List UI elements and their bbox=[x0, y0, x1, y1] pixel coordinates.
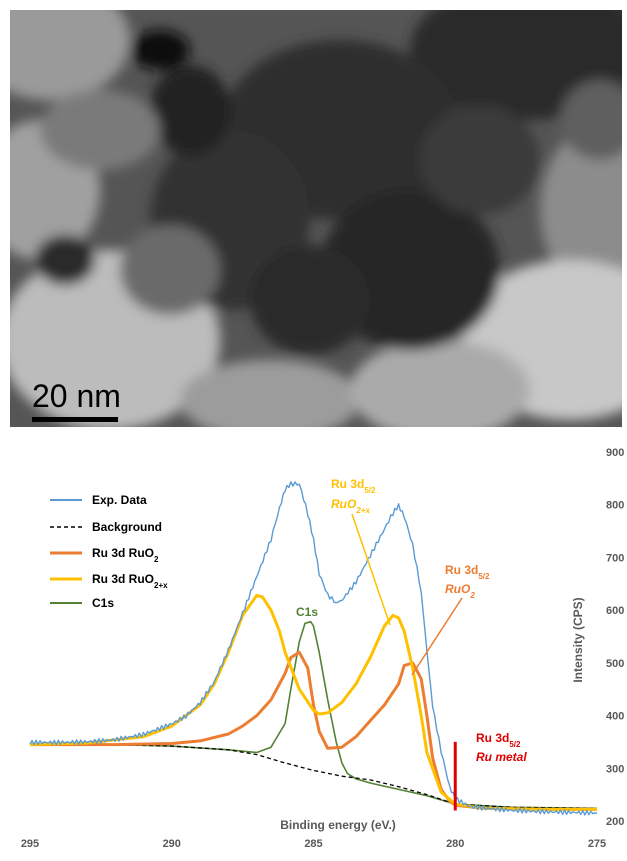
tem-texture bbox=[10, 10, 622, 427]
annotation-1-leader bbox=[411, 597, 463, 676]
y-axis-title: Intensity (CPS) bbox=[571, 597, 585, 682]
y-tick-label-6: 800 bbox=[606, 500, 624, 512]
x-tick-label-3: 280 bbox=[446, 838, 464, 850]
series-ru-3d-ruo2 bbox=[30, 650, 597, 811]
annotation-0-title: Ru 3d5/2 bbox=[331, 477, 376, 495]
x-tick-label-4: 275 bbox=[588, 838, 606, 850]
series-c1s bbox=[30, 620, 598, 810]
annotation-3-species: Ru metal bbox=[476, 750, 527, 764]
annotation-1-species: RuO2 bbox=[445, 582, 475, 600]
x-axis-title: Binding energy (eV.) bbox=[280, 818, 396, 832]
legend-label-0: Exp. Data bbox=[92, 493, 147, 507]
legend-label-1: Background bbox=[92, 520, 162, 534]
tem-micrograph: 20 nm bbox=[10, 10, 622, 427]
x-tick-label-1: 290 bbox=[163, 838, 181, 850]
series-group bbox=[29, 481, 598, 816]
scale-bar-label: 20 nm bbox=[32, 378, 121, 414]
y-tick-label-4: 600 bbox=[606, 605, 624, 617]
y-tick-label-1: 300 bbox=[606, 763, 624, 775]
annotation-2-title: C1s bbox=[296, 605, 318, 619]
y-tick-label-2: 400 bbox=[606, 711, 624, 723]
x-tick-label-0: 295 bbox=[21, 838, 39, 850]
y-tick-label-7: 900 bbox=[606, 447, 624, 459]
legend-label-4: C1s bbox=[92, 596, 114, 610]
annotation-0-species: RuO2+x bbox=[331, 497, 370, 515]
annotation-0-leader bbox=[351, 513, 391, 626]
xps-chart: 295 290 285 280 275200300400500600700800900 … bbox=[21, 447, 625, 850]
annotation-3-title: Ru 3d5/2 bbox=[476, 731, 521, 749]
x-tick-label-2: 285 bbox=[304, 838, 322, 850]
legend-label-3: Ru 3d RuO2+x bbox=[92, 572, 168, 590]
y-tick-label-3: 500 bbox=[606, 658, 624, 670]
scale-bar bbox=[32, 417, 118, 422]
y-tick-label-0: 200 bbox=[606, 816, 624, 828]
series-exp-data bbox=[29, 481, 598, 816]
legend: Exp. Data Background Ru 3d RuO2 Ru 3d RuO2+… bbox=[50, 493, 168, 610]
legend-label-2: Ru 3d RuO2 bbox=[92, 546, 159, 564]
annotation-1-title: Ru 3d5/2 bbox=[445, 563, 490, 581]
series-ru-3d-ruo2-x bbox=[29, 593, 597, 811]
y-tick-label-5: 700 bbox=[606, 552, 624, 564]
